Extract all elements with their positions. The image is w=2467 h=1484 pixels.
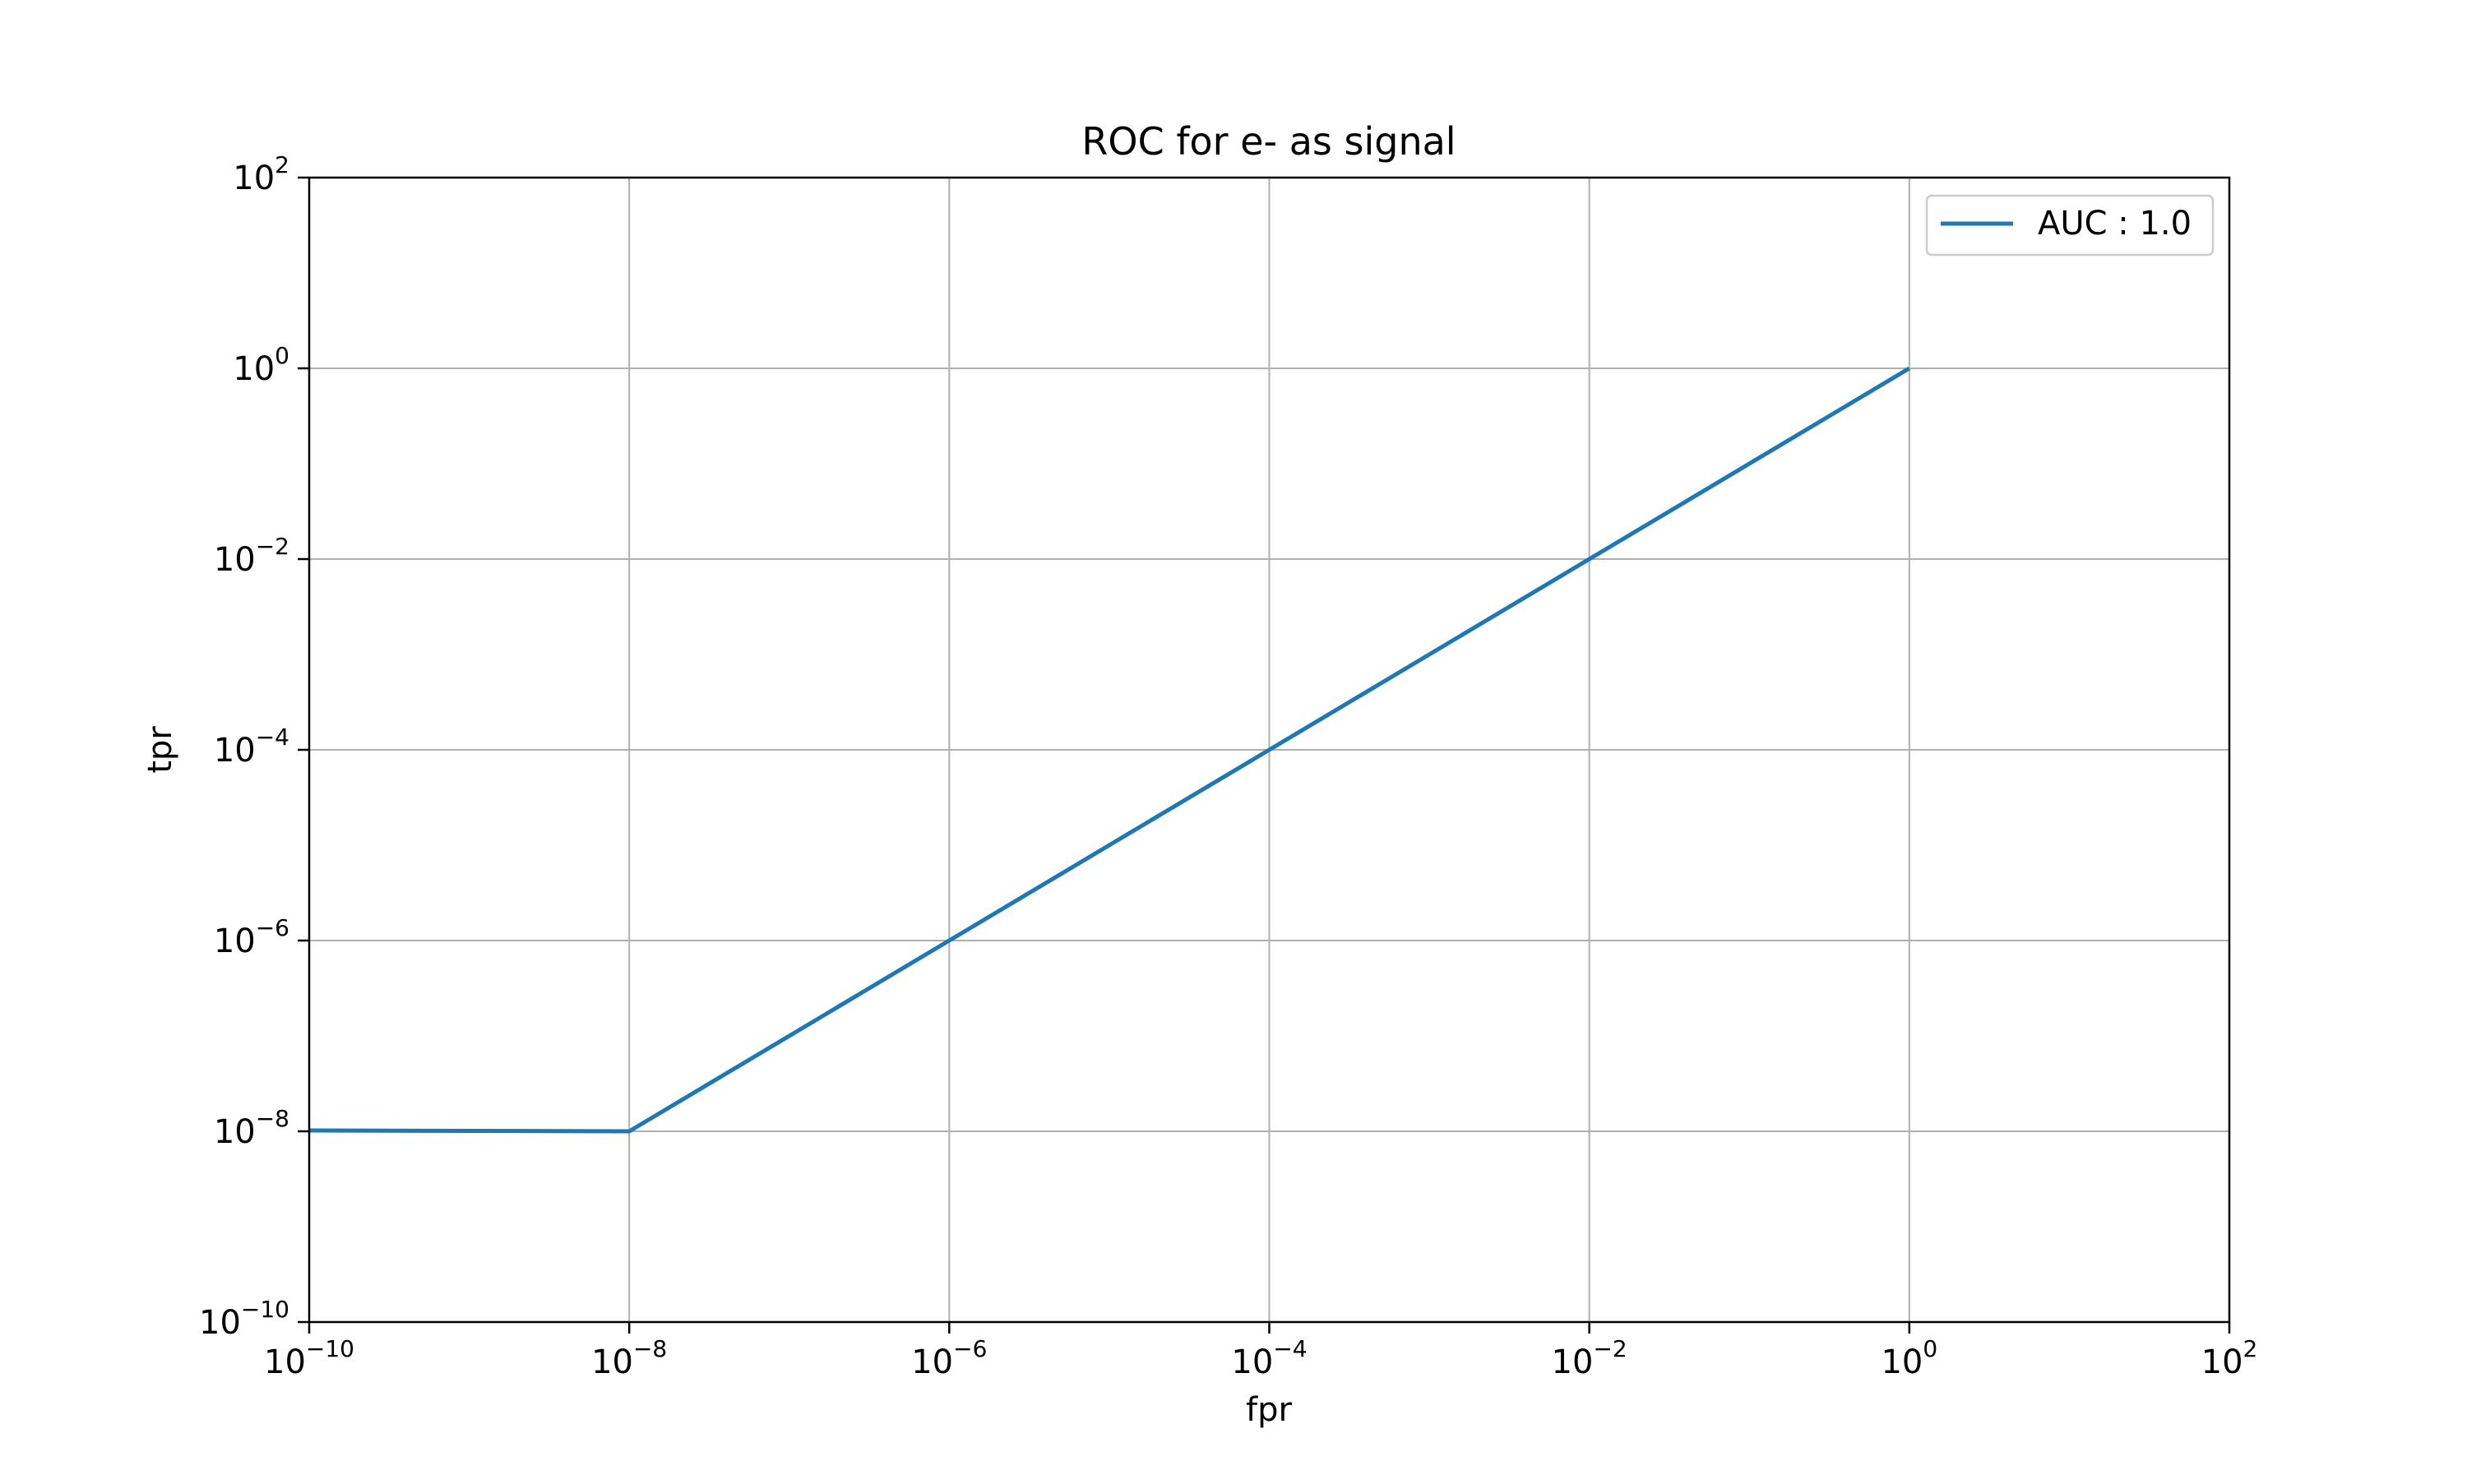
- y-tick-label: 10−6: [214, 914, 289, 960]
- y-tick-label: 102: [233, 151, 289, 197]
- x-tick-label: 10−8: [591, 1335, 667, 1381]
- x-tick-label: 10−4: [1231, 1335, 1307, 1381]
- x-tick-label: 10−2: [1552, 1335, 1627, 1381]
- legend: AUC : 1.0: [1925, 194, 2215, 257]
- chart-title: ROC for e- as signal: [1081, 119, 1456, 164]
- series-layer: [308, 366, 1911, 1134]
- x-tick-label: 10−6: [911, 1335, 987, 1381]
- y-tick-label: 10−8: [214, 1105, 289, 1151]
- tick-labels: 10−10 10−8 10−6 10−4 10−2 100 102 10−10 10−8 10−6…: [199, 151, 2257, 1381]
- legend-label: AUC : 1.0: [2038, 205, 2192, 243]
- series-line-0: [308, 366, 1911, 1134]
- x-tick-label: 100: [1881, 1335, 1937, 1381]
- legend-box: [1925, 194, 2215, 257]
- x-tick-label: 10−10: [264, 1335, 354, 1381]
- y-tick-label: 10−10: [199, 1296, 289, 1342]
- y-tick-label: 10−2: [214, 533, 289, 579]
- axis-ticks: [298, 176, 2231, 1334]
- y-tick-label: 100: [233, 342, 289, 388]
- y-axis-label: tpr: [141, 726, 179, 774]
- x-tick-label: 102: [2201, 1335, 2258, 1381]
- x-axis-label: fpr: [1246, 1391, 1292, 1429]
- y-tick-label: 10−4: [214, 724, 289, 770]
